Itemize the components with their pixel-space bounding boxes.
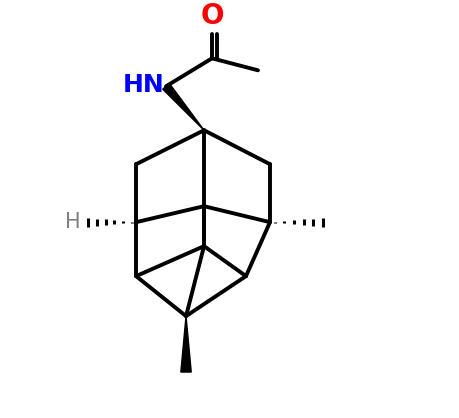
Text: HN: HN: [122, 74, 164, 97]
Polygon shape: [180, 316, 191, 372]
Text: O: O: [200, 3, 223, 31]
Polygon shape: [162, 84, 204, 130]
Text: H: H: [64, 212, 80, 232]
